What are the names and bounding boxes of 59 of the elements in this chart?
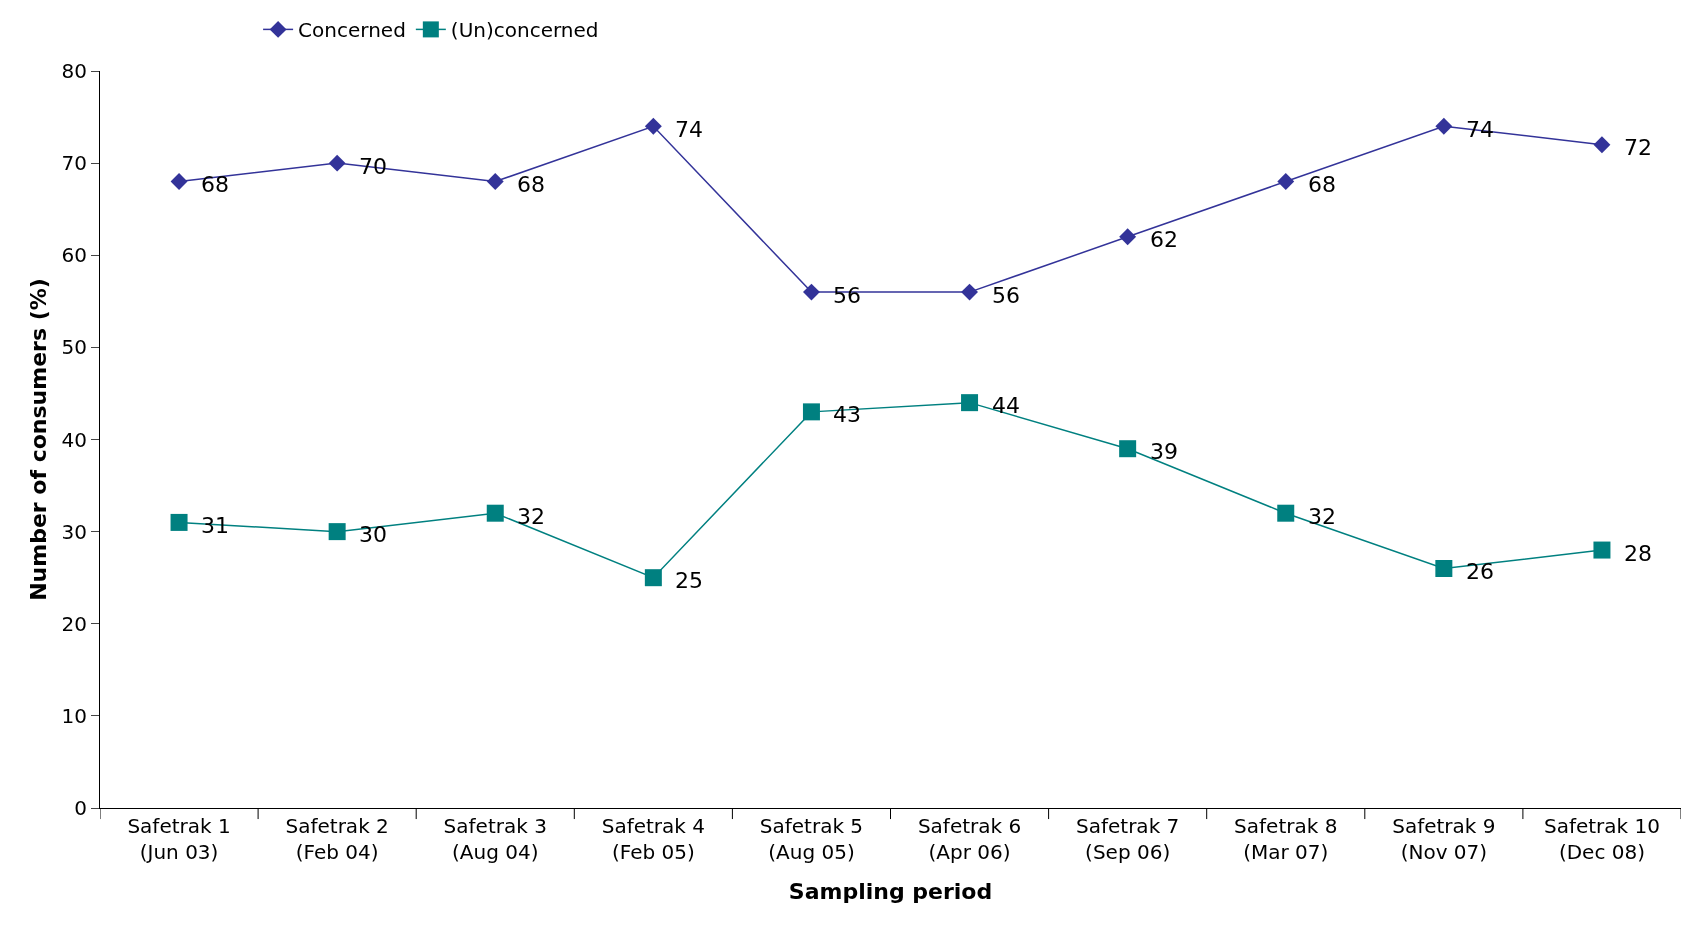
x-tick-label: Safetrak 2 (Feb 04)	[285, 814, 389, 864]
data-label: 56	[992, 283, 1020, 308]
point	[1593, 136, 1611, 154]
data-label: 26	[1466, 559, 1494, 584]
x-tick-label: Safetrak 7 (Sep 06)	[1076, 814, 1180, 864]
y-tick-label: 50	[61, 335, 87, 360]
data-label: 68	[1308, 172, 1336, 197]
point	[1277, 504, 1295, 522]
x-tick-label: Safetrak 9 (Nov 07)	[1392, 814, 1496, 864]
data-label: 30	[359, 522, 387, 547]
x-tick-label: Safetrak 6 (Apr 06)	[917, 814, 1022, 864]
x-tick-label: Safetrak 1 (Jun 03)	[127, 814, 231, 864]
y-tick-label: 70	[61, 151, 87, 176]
y-tick-label: 20	[61, 611, 87, 636]
point	[328, 523, 346, 541]
y-tick-label: 30	[61, 519, 87, 544]
x-tick-label: Safetrak 4 (Feb 05)	[601, 814, 705, 864]
data-label: 72	[1624, 135, 1652, 160]
x-tick-label: Safetrak 8 (Mar 07)	[1234, 814, 1338, 864]
x-tick-label: Safetrak 3 (Aug 04)	[443, 814, 547, 864]
point	[486, 504, 504, 522]
point	[170, 173, 188, 190]
legend-label: Concerned	[298, 18, 406, 43]
data-label: 74	[675, 117, 703, 142]
data-label: 68	[517, 172, 545, 197]
data-label: 28	[1624, 541, 1652, 566]
data-label: 39	[1150, 439, 1178, 464]
data-label: 68	[201, 172, 229, 197]
x-tick-label: Safetrak 10 (Dec 08)	[1543, 814, 1660, 864]
x-axis-title: Sampling period	[788, 878, 993, 904]
data-label: 32	[1308, 504, 1336, 529]
point	[1277, 173, 1295, 190]
point	[644, 117, 662, 135]
point	[1119, 228, 1137, 246]
data-label: 62	[1150, 227, 1178, 252]
point	[1435, 117, 1453, 135]
y-tick-label: 60	[61, 243, 87, 268]
data-label: 25	[675, 568, 703, 593]
point	[644, 569, 662, 587]
y-axis-title: Number of consumers (%)	[26, 278, 51, 601]
point	[802, 403, 820, 421]
y-tick-label: 10	[61, 703, 87, 728]
data-label: 32	[517, 504, 545, 529]
point	[1593, 541, 1611, 559]
legend-label: (Un)concerned	[450, 18, 599, 43]
point	[486, 173, 504, 190]
y-tick-label: 0	[74, 796, 87, 820]
data-label: 44	[992, 393, 1020, 418]
point	[170, 513, 188, 531]
point	[328, 154, 346, 172]
point	[961, 283, 978, 301]
point	[1435, 559, 1453, 577]
point	[1119, 440, 1137, 458]
data-label: 43	[833, 402, 861, 427]
y-tick-label: 80	[61, 59, 87, 83]
y-tick-label: 40	[61, 427, 87, 452]
x-tick-label: Safetrak 5 (Aug 05)	[759, 814, 864, 864]
point	[803, 283, 820, 301]
point	[961, 394, 979, 412]
